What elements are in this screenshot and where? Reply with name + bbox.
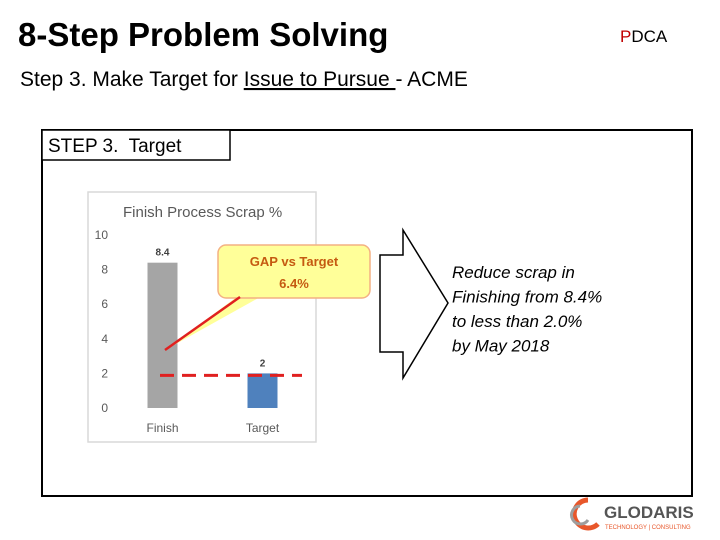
- value-label: 2: [260, 358, 266, 369]
- arrow: [379, 227, 449, 381]
- pdca-highlight: P: [620, 27, 631, 46]
- callout-pointer: [165, 296, 262, 350]
- y-tick-label: 4: [101, 332, 108, 346]
- y-tick-label: 0: [101, 401, 108, 415]
- chart: Finish Process Scrap % 0 2 4 6 8 10 Finish 8.4 Ta…: [95, 204, 371, 435]
- x-tick-label: Target: [246, 421, 280, 435]
- statement: Reduce scrap in Finishing from 8.4% to les…: [452, 263, 602, 356]
- x-tick-label: Finish: [146, 421, 178, 435]
- slide-title: 8-Step Problem Solving: [18, 16, 388, 53]
- subtitle: Step 3. Make Target for Issue to Pursue …: [20, 68, 468, 91]
- pdca: PDCA: [620, 27, 668, 46]
- chart-frame: [87, 191, 317, 443]
- bar: [247, 373, 278, 408]
- logo-tagline: TECHNOLOGY | CONSULTING: [605, 525, 691, 531]
- subtitle-underlined: Issue to Pursue: [244, 68, 396, 91]
- statement-line: by May 2018: [452, 337, 550, 356]
- logo-name: GLODARIS: [604, 503, 694, 522]
- statement-line: Reduce scrap in: [452, 263, 575, 282]
- subtitle-after: - ACME: [395, 68, 467, 91]
- pdca-rest: DCA: [631, 27, 668, 46]
- statement-line: to less than 2.0%: [452, 312, 582, 331]
- section-label: STEP 3. Target: [48, 136, 182, 157]
- statement-line: Finishing from 8.4%: [452, 288, 602, 307]
- chart-title: Finish Process Scrap %: [123, 204, 282, 221]
- y-tick-label: 2: [101, 366, 108, 380]
- y-tick-label: 8: [101, 263, 108, 277]
- logo-icon: [571, 497, 600, 531]
- y-tick-label: 10: [95, 228, 109, 242]
- y-tick-label: 6: [101, 297, 108, 311]
- callout-box: [217, 244, 371, 299]
- logo-icon: [570, 504, 590, 526]
- section-label-box: [41, 129, 231, 161]
- callout-text: 6.4%: [279, 276, 309, 291]
- logo: GLODARIS TECHNOLOGY | CONSULTING: [570, 497, 694, 531]
- subtitle-before: Step 3. Make Target for: [20, 68, 244, 91]
- bar: [147, 262, 178, 408]
- value-label: 8.4: [156, 248, 170, 259]
- callout-leader: [164, 295, 241, 352]
- callout-text: GAP vs Target: [250, 254, 339, 269]
